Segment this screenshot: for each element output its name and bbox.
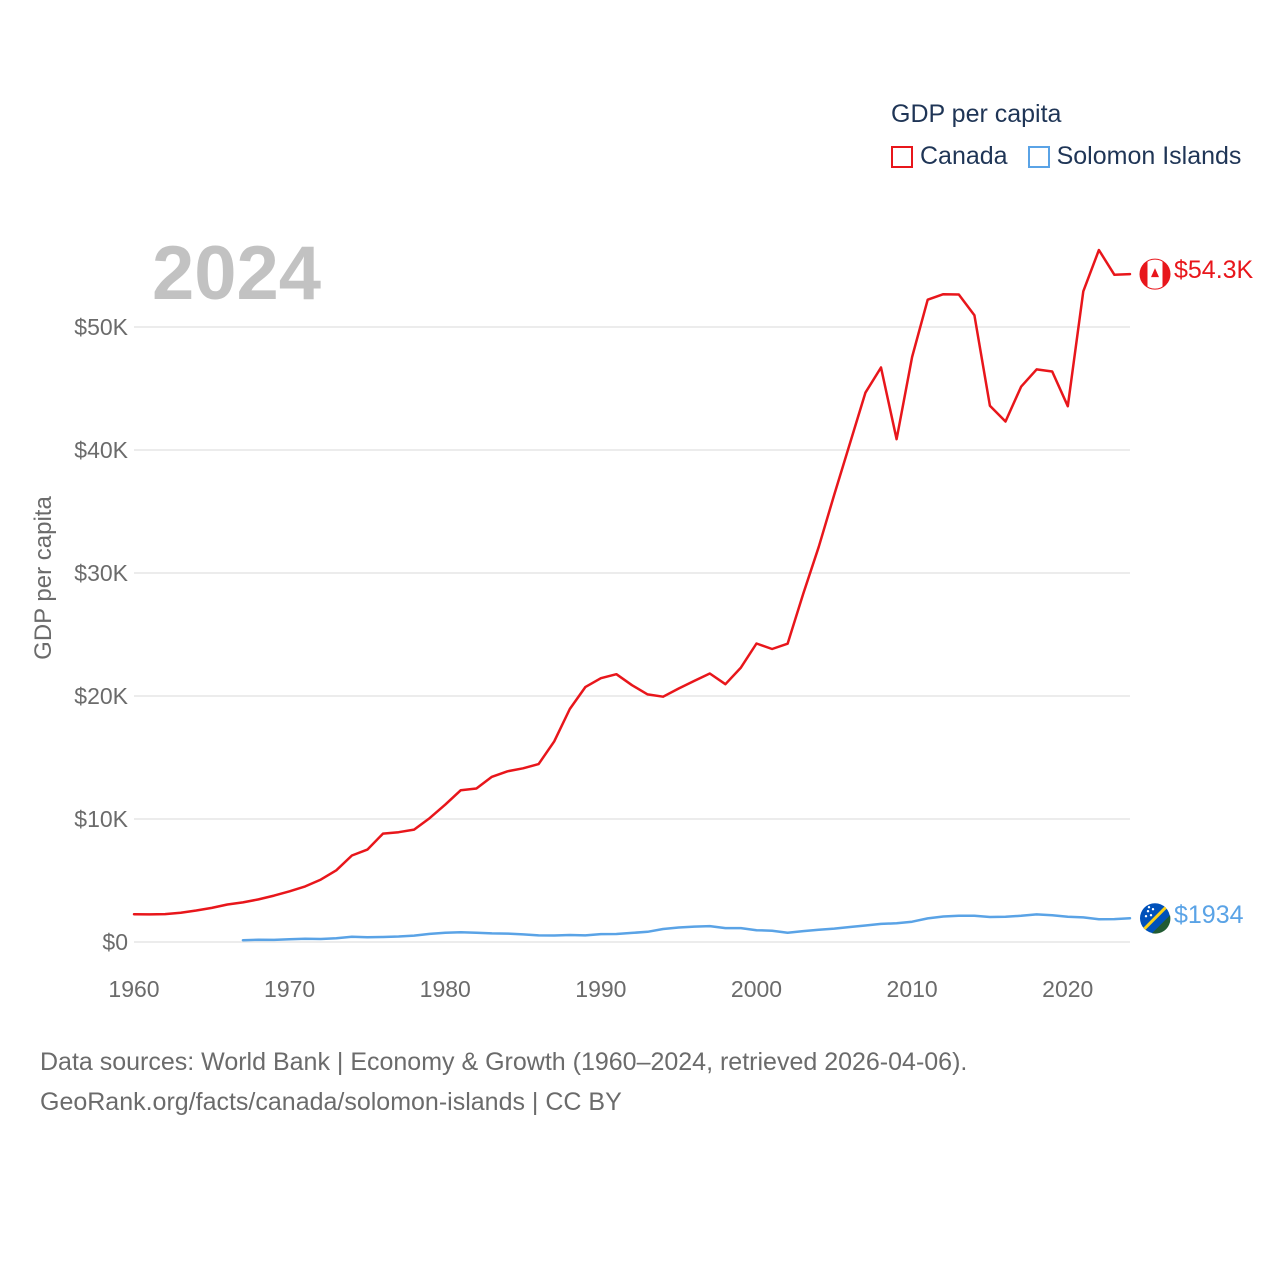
legend-swatch-canada (891, 145, 913, 168)
x-tick-label: 1960 (108, 976, 159, 1002)
y-axis-label: GDP per capita (30, 496, 57, 660)
x-tick-label: 2010 (887, 976, 938, 1002)
legend-swatch-solomon-islands (1027, 145, 1050, 168)
legend: Canada Solomon Islands (891, 142, 1261, 171)
gridlines (134, 326, 1130, 943)
series-line-canada (132, 248, 1132, 916)
y-tick-label: $50K (74, 314, 128, 340)
y-tick-label: $0 (102, 929, 128, 955)
end-label-solomon-islands: $1934 (1174, 901, 1244, 929)
y-tick-label: $10K (74, 806, 128, 832)
y-tick-label: $40K (74, 437, 128, 463)
source-link[interactable]: GeoRank.org/facts/canada/solomon-islands… (40, 1088, 622, 1116)
canada-flag-icon (1139, 258, 1171, 290)
legend-item-canada[interactable]: Canada (891, 142, 1008, 171)
x-tick-label: 1990 (575, 976, 626, 1002)
legend-label-canada: Canada (920, 142, 1008, 170)
y-axis-ticks: $0 $10K $20K $30K $40K $50K (74, 314, 128, 955)
y-tick-label: $20K (74, 683, 128, 709)
x-axis-ticks: 1960 1970 1980 1990 2000 2010 2020 (108, 976, 1093, 1002)
x-tick-label: 2000 (731, 976, 782, 1002)
y-tick-label: $30K (74, 560, 128, 586)
x-tick-label: 1970 (264, 976, 315, 1002)
year-label: 2024 (152, 231, 322, 316)
legend-label-solomon-islands: Solomon Islands (1056, 142, 1242, 170)
legend-title: GDP per capita (891, 100, 1062, 128)
x-tick-label: 1980 (420, 976, 471, 1002)
end-label-canada: $54.3K (1174, 256, 1254, 284)
solomon-islands-flag-icon (1140, 903, 1171, 934)
series-line-solomon-islands (241, 913, 1132, 942)
legend-item-solomon-islands[interactable]: Solomon Islands (1027, 142, 1242, 171)
x-tick-label: 2020 (1042, 976, 1093, 1002)
footer: Data sources: World Bank | Economy & Gro… (40, 1042, 967, 1122)
data-sources: Data sources: World Bank | Economy & Gro… (40, 1048, 968, 1076)
